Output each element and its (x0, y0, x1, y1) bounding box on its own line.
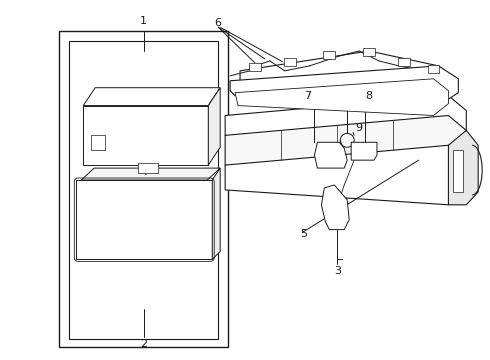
Text: 3: 3 (334, 266, 341, 276)
Polygon shape (70, 41, 218, 339)
Text: 4: 4 (140, 167, 147, 177)
Polygon shape (225, 116, 466, 180)
Polygon shape (240, 51, 458, 116)
Text: 2: 2 (140, 339, 147, 349)
Polygon shape (76, 180, 212, 260)
Text: 9: 9 (356, 123, 363, 134)
Polygon shape (453, 150, 464, 192)
Polygon shape (225, 145, 466, 205)
Polygon shape (83, 105, 208, 165)
Polygon shape (448, 130, 478, 205)
Text: 5: 5 (300, 229, 307, 239)
Polygon shape (81, 168, 220, 180)
Polygon shape (398, 58, 410, 66)
Polygon shape (91, 135, 105, 150)
Text: 6: 6 (215, 18, 221, 28)
Polygon shape (208, 88, 220, 165)
Polygon shape (428, 65, 440, 73)
Polygon shape (351, 142, 377, 160)
Polygon shape (321, 185, 349, 230)
Text: 7: 7 (304, 91, 311, 101)
Polygon shape (212, 168, 220, 260)
Polygon shape (225, 96, 466, 150)
Text: 1: 1 (140, 16, 147, 26)
Polygon shape (315, 142, 347, 168)
Polygon shape (138, 163, 158, 173)
Text: 8: 8 (366, 91, 372, 101)
Polygon shape (284, 58, 295, 66)
Polygon shape (323, 51, 335, 59)
Polygon shape (249, 63, 261, 71)
Polygon shape (230, 66, 458, 105)
Polygon shape (59, 31, 228, 347)
Polygon shape (83, 88, 220, 105)
Polygon shape (235, 79, 448, 116)
Polygon shape (363, 48, 375, 56)
